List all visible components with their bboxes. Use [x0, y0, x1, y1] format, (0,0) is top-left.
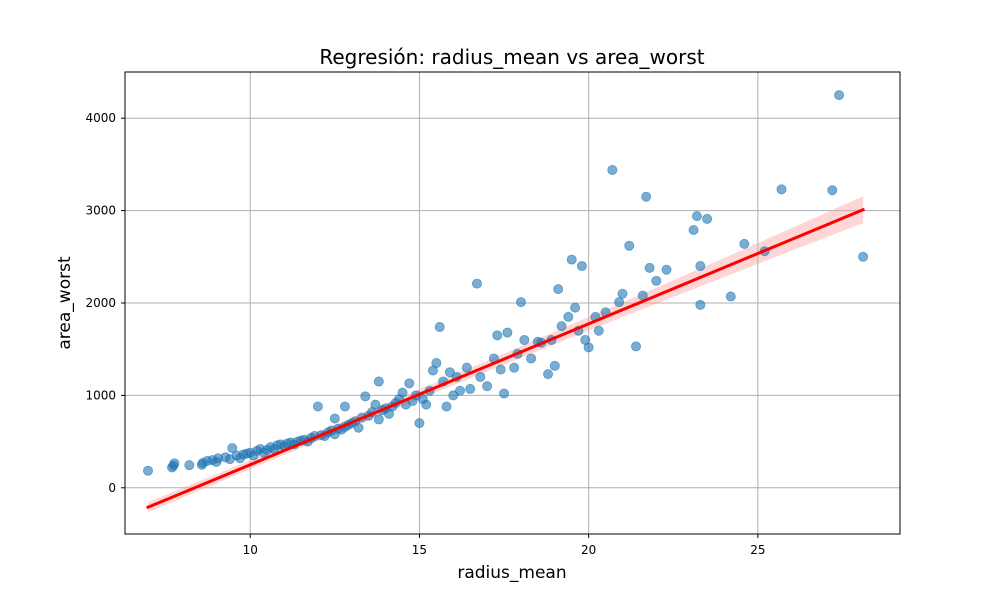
grid-layer: [125, 72, 900, 534]
data-point: [143, 465, 154, 476]
x-tick-label: 15: [412, 543, 427, 557]
data-point: [461, 362, 472, 373]
data-point: [455, 385, 466, 396]
data-point: [691, 211, 702, 222]
data-points-layer: [143, 90, 869, 476]
confidence-band-layer: [148, 196, 864, 513]
data-point: [776, 184, 787, 195]
confidence-band: [148, 196, 864, 513]
data-point: [556, 321, 567, 332]
data-point: [169, 458, 180, 469]
data-point: [827, 185, 838, 196]
data-point: [471, 278, 482, 289]
data-point: [431, 358, 442, 369]
x-tick-label: 10: [243, 543, 258, 557]
data-point: [553, 284, 564, 295]
data-point: [570, 302, 581, 313]
data-point: [549, 360, 560, 371]
data-point: [641, 191, 652, 202]
data-point: [329, 413, 340, 424]
data-point: [543, 369, 554, 380]
data-point: [583, 342, 594, 353]
x-axis-label: radius_mean: [457, 563, 566, 583]
y-tick-label: 0: [108, 481, 116, 495]
data-point: [495, 364, 506, 375]
data-point: [739, 238, 750, 249]
data-point: [688, 225, 699, 236]
data-point: [448, 390, 459, 401]
data-point: [227, 443, 238, 454]
data-point: [509, 362, 520, 373]
data-point: [566, 254, 577, 265]
data-point: [444, 367, 455, 378]
data-point: [370, 399, 381, 410]
y-tick-label: 2000: [85, 296, 116, 310]
data-point: [624, 240, 635, 251]
data-point: [441, 401, 452, 412]
data-point: [858, 251, 869, 262]
data-point: [184, 460, 195, 471]
data-point: [515, 297, 526, 308]
data-point: [397, 387, 408, 398]
data-point: [360, 391, 371, 402]
data-point: [593, 325, 604, 336]
regression-line-layer: [146, 207, 866, 510]
data-point: [434, 322, 445, 333]
data-point: [526, 353, 537, 364]
data-point: [725, 291, 736, 302]
data-point: [421, 399, 432, 410]
data-point: [651, 275, 662, 286]
data-point: [353, 422, 364, 433]
data-point: [834, 90, 845, 101]
data-point: [492, 330, 503, 341]
data-point: [576, 261, 587, 272]
data-point: [614, 297, 625, 308]
y-tick-label: 4000: [85, 111, 116, 125]
data-point: [563, 311, 574, 322]
data-point: [695, 299, 706, 310]
y-tick-label: 3000: [85, 204, 116, 218]
data-point: [617, 288, 628, 299]
data-point: [499, 388, 510, 399]
data-point: [373, 414, 384, 425]
data-point: [475, 371, 486, 382]
x-tick-label: 25: [750, 543, 765, 557]
data-point: [695, 261, 706, 272]
data-point: [661, 264, 672, 275]
data-point: [502, 327, 513, 338]
data-point: [414, 418, 425, 429]
data-point: [631, 341, 642, 352]
x-tick-label: 20: [581, 543, 596, 557]
data-point: [404, 378, 415, 389]
chart-title: Regresión: radius_mean vs area_worst: [319, 45, 704, 69]
data-point: [702, 213, 713, 224]
data-point: [519, 334, 530, 345]
regression-line: [146, 207, 866, 510]
data-point: [465, 383, 476, 394]
y-tick-label: 1000: [85, 388, 116, 402]
data-point: [373, 376, 384, 387]
data-point: [607, 164, 618, 175]
data-point: [644, 262, 655, 273]
data-point: [339, 401, 350, 412]
data-point: [312, 401, 323, 412]
y-axis-label: area_worst: [55, 256, 75, 350]
axes-layer: 10 15 20 25 0 1000 2000 3000 4000: [85, 71, 901, 557]
data-point: [482, 381, 493, 392]
